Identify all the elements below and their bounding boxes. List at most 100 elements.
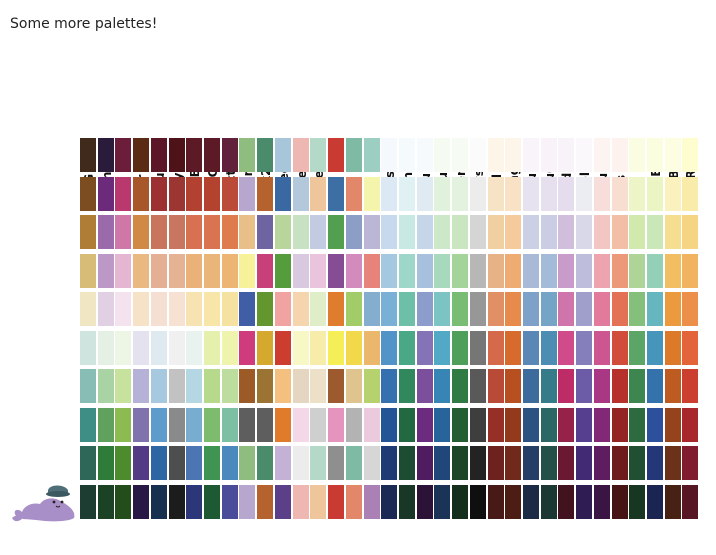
color-swatch xyxy=(398,369,415,403)
color-swatch xyxy=(363,176,380,211)
color-swatch xyxy=(168,330,185,365)
color-swatch xyxy=(168,253,185,288)
color-swatch xyxy=(274,215,291,249)
color-swatch xyxy=(80,138,96,172)
color-swatch xyxy=(682,484,699,519)
color-swatch xyxy=(416,407,433,442)
color-swatch xyxy=(505,138,522,172)
palette-column-puor: PuOr xyxy=(133,76,150,522)
color-swatch xyxy=(328,215,345,249)
color-swatch xyxy=(416,292,433,326)
color-swatch xyxy=(97,292,114,326)
color-swatch xyxy=(381,253,398,288)
color-swatch xyxy=(381,138,398,172)
color-swatch xyxy=(381,369,398,403)
color-swatch xyxy=(611,330,628,365)
color-swatch xyxy=(664,138,681,172)
color-swatch xyxy=(647,253,664,288)
color-swatch xyxy=(168,484,185,519)
color-swatch xyxy=(274,330,291,365)
color-swatch xyxy=(80,369,96,403)
color-swatch xyxy=(115,138,132,172)
color-swatch xyxy=(115,292,132,326)
color-swatch xyxy=(629,330,646,365)
color-swatch xyxy=(452,369,469,403)
color-swatch xyxy=(97,484,114,519)
color-swatch xyxy=(133,330,150,365)
color-swatch xyxy=(239,176,256,211)
color-swatch xyxy=(434,484,451,519)
color-swatch xyxy=(345,369,362,403)
color-swatch xyxy=(416,369,433,403)
palette-column-spectral: Spectral xyxy=(221,76,238,522)
color-swatch xyxy=(310,253,327,288)
color-swatch xyxy=(523,253,539,288)
color-swatch xyxy=(523,446,539,480)
palette-column-greens: Greens xyxy=(452,76,469,522)
palette-column-paired: Paired xyxy=(274,76,291,522)
color-swatch xyxy=(363,369,380,403)
color-swatch xyxy=(204,138,221,172)
color-swatch xyxy=(398,292,415,326)
color-swatch xyxy=(469,446,486,480)
color-swatch xyxy=(221,484,238,519)
color-swatch xyxy=(257,407,274,442)
color-swatch xyxy=(523,369,539,403)
color-swatch xyxy=(186,446,203,480)
color-swatch xyxy=(682,330,699,365)
color-swatch xyxy=(345,215,362,249)
color-swatch xyxy=(168,138,185,172)
color-swatch xyxy=(576,407,593,442)
color-swatch xyxy=(647,330,664,365)
palette-column-purples: Purples xyxy=(576,76,593,522)
color-swatch xyxy=(150,215,167,249)
color-swatch xyxy=(239,484,256,519)
color-swatch xyxy=(682,446,699,480)
palette-column-rdylgn: RdYlGn xyxy=(204,76,221,522)
color-swatch xyxy=(363,407,380,442)
color-swatch xyxy=(647,176,664,211)
color-swatch xyxy=(469,407,486,442)
color-swatch xyxy=(398,176,415,211)
color-swatch xyxy=(593,176,610,211)
color-swatch xyxy=(664,176,681,211)
color-swatch xyxy=(150,446,167,480)
color-swatch xyxy=(629,253,646,288)
color-swatch xyxy=(505,446,522,480)
color-swatch xyxy=(345,446,362,480)
color-swatch xyxy=(292,292,309,326)
color-swatch xyxy=(434,215,451,249)
color-swatch xyxy=(381,407,398,442)
color-swatch xyxy=(204,446,221,480)
color-swatch xyxy=(593,446,610,480)
color-swatch xyxy=(611,369,628,403)
color-swatch xyxy=(345,138,362,172)
color-swatch xyxy=(310,407,327,442)
color-swatch xyxy=(204,215,221,249)
color-swatch xyxy=(629,215,646,249)
color-swatch xyxy=(611,215,628,249)
color-swatch xyxy=(292,369,309,403)
color-swatch xyxy=(80,253,96,288)
palette-column-ylgn: YlGn xyxy=(629,76,646,522)
palette-column-set2: Set2 xyxy=(345,76,362,522)
color-swatch xyxy=(664,484,681,519)
color-swatch xyxy=(505,407,522,442)
color-swatch xyxy=(150,138,167,172)
color-swatch xyxy=(505,292,522,326)
color-swatch xyxy=(274,484,291,519)
color-swatch xyxy=(345,176,362,211)
color-swatch xyxy=(97,369,114,403)
color-swatch xyxy=(115,369,132,403)
color-swatch xyxy=(452,446,469,480)
color-swatch xyxy=(381,330,398,365)
color-swatch xyxy=(221,330,238,365)
palette-column-bugn: BuGn xyxy=(398,76,415,522)
color-swatch xyxy=(328,484,345,519)
color-swatch xyxy=(204,484,221,519)
color-swatch xyxy=(487,176,504,211)
color-swatch xyxy=(363,484,380,519)
color-swatch xyxy=(647,369,664,403)
color-swatch xyxy=(257,292,274,326)
color-swatch xyxy=(310,176,327,211)
